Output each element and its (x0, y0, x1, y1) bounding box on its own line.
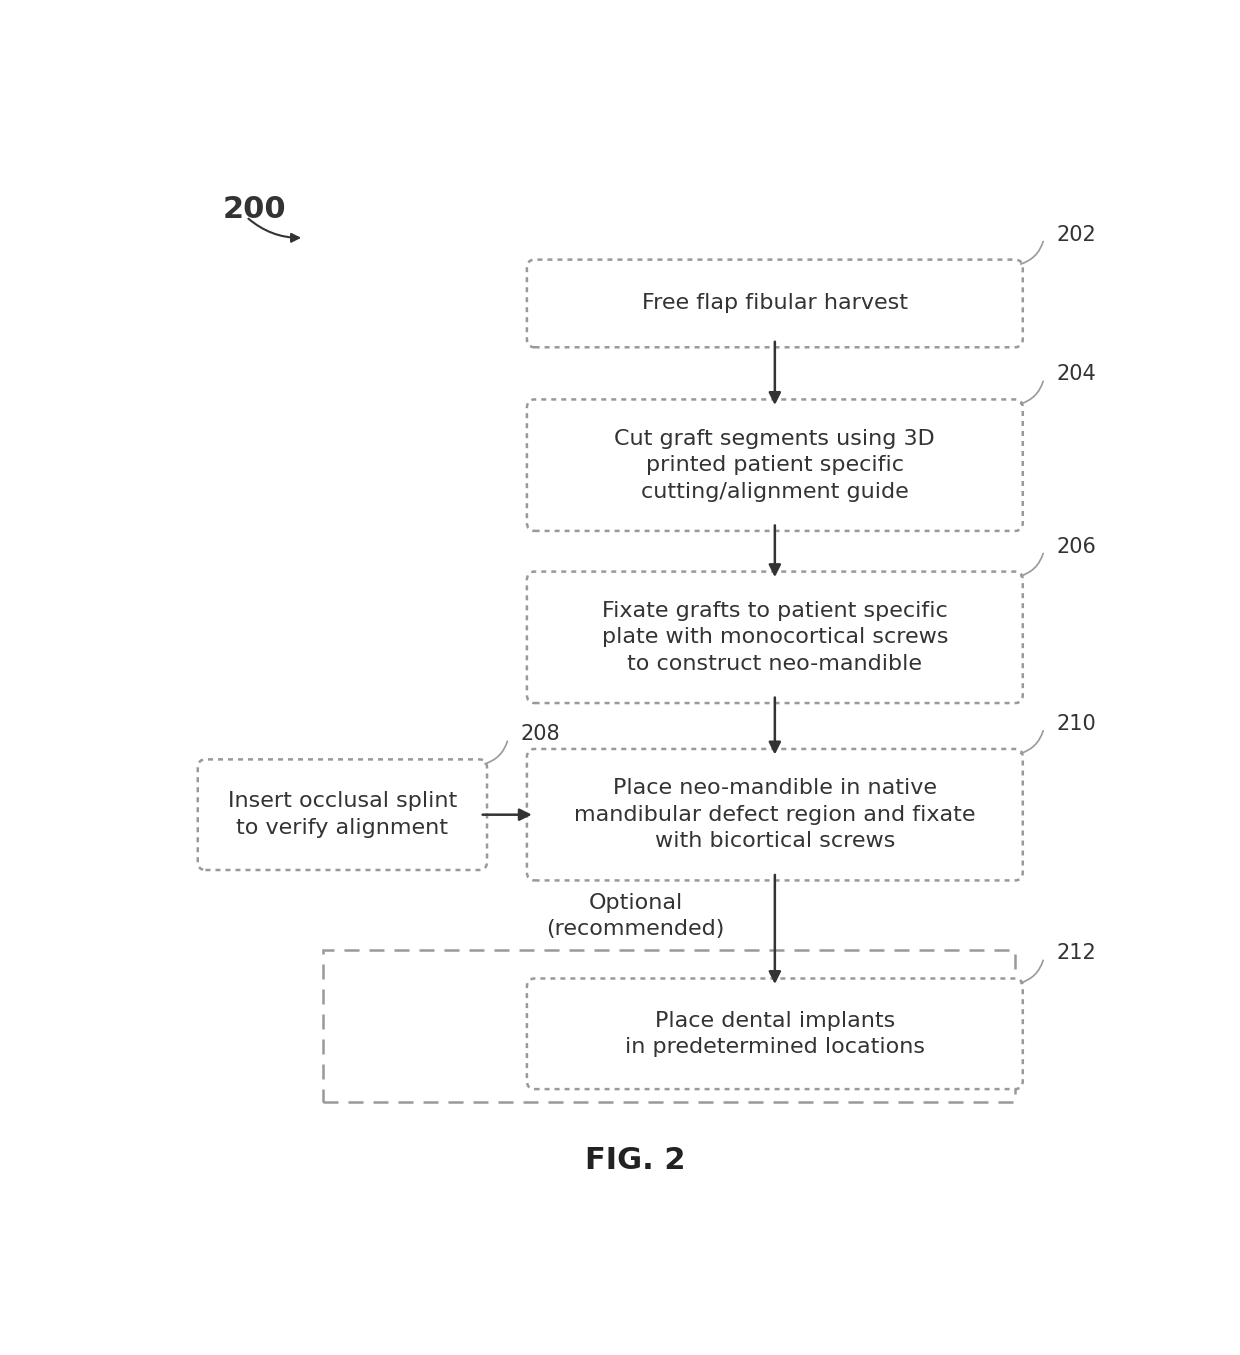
Text: 206: 206 (1056, 537, 1096, 557)
Text: 204: 204 (1056, 364, 1096, 385)
FancyBboxPatch shape (527, 978, 1023, 1089)
Text: 200: 200 (222, 195, 286, 224)
Text: 212: 212 (1056, 943, 1096, 963)
Text: 208: 208 (521, 725, 560, 744)
Text: Cut graft segments using 3D
printed patient specific
cutting/alignment guide: Cut graft segments using 3D printed pati… (615, 428, 935, 501)
Text: 210: 210 (1056, 714, 1096, 734)
FancyBboxPatch shape (527, 749, 1023, 881)
Text: 202: 202 (1056, 225, 1096, 245)
Text: Insert occlusal splint
to verify alignment: Insert occlusal splint to verify alignme… (228, 791, 458, 837)
Text: FIG. 2: FIG. 2 (585, 1145, 686, 1175)
FancyBboxPatch shape (527, 572, 1023, 703)
FancyBboxPatch shape (527, 260, 1023, 347)
Text: Optional
(recommended): Optional (recommended) (547, 893, 724, 939)
Text: Place dental implants
in predetermined locations: Place dental implants in predetermined l… (625, 1011, 925, 1057)
FancyBboxPatch shape (527, 400, 1023, 531)
Text: Free flap fibular harvest: Free flap fibular harvest (642, 294, 908, 313)
Text: Place neo-mandible in native
mandibular defect region and fixate
with bicortical: Place neo-mandible in native mandibular … (574, 778, 976, 851)
FancyBboxPatch shape (197, 759, 487, 870)
Text: Fixate grafts to patient specific
plate with monocortical screws
to construct ne: Fixate grafts to patient specific plate … (601, 600, 949, 673)
